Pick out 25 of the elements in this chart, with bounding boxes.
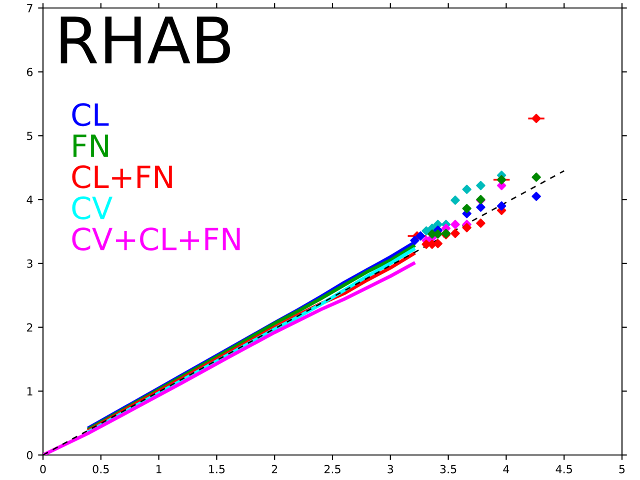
- y-tick-label: 0: [26, 450, 33, 460]
- x-tick-label: 3.5: [440, 464, 456, 474]
- y-tick-label: 2: [27, 323, 32, 332]
- text: CL+FN: [72, 165, 172, 188]
- x-tick-label: 0.5: [92, 464, 109, 474]
- y-tick-label: 5: [27, 132, 32, 140]
- y-tick-label: 7: [27, 4, 32, 12]
- x-tick-label: 0: [40, 464, 46, 474]
- text: CL: [72, 103, 109, 126]
- x-tick-label: 2.5: [324, 464, 340, 474]
- x-tick-label: 1.5: [209, 465, 225, 474]
- x-tick-label: 1: [156, 465, 162, 474]
- x-tick-label: 4: [503, 465, 510, 474]
- chart-title: RHAB: [60, 16, 230, 64]
- text: CV: [72, 196, 112, 220]
- x-tick-label: 5: [619, 465, 625, 474]
- text: CV+CL+FN: [72, 227, 240, 251]
- x-tick-label: 4.5: [556, 465, 572, 474]
- text: FN: [74, 134, 108, 157]
- y-tick-label: 1: [27, 387, 32, 396]
- x-tick-label: 3: [388, 464, 394, 474]
- y-tick-label: 6: [26, 68, 33, 76]
- x-tick-label: 2: [272, 464, 278, 474]
- y-tick-label: 3: [27, 259, 32, 268]
- y-tick-label: 4: [26, 196, 33, 204]
